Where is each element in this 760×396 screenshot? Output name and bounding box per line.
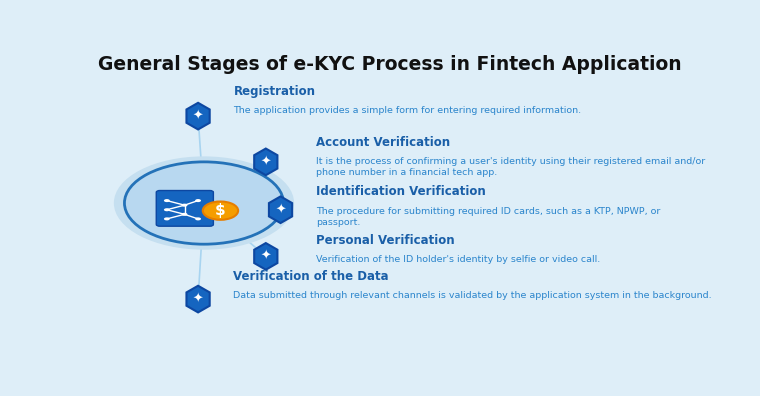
Circle shape	[182, 213, 188, 216]
Circle shape	[203, 202, 238, 220]
Circle shape	[195, 199, 201, 202]
Text: Data submitted through relevant channels is validated by the application system : Data submitted through relevant channels…	[233, 291, 712, 301]
Polygon shape	[186, 286, 210, 312]
Circle shape	[114, 156, 294, 250]
Text: Registration: Registration	[233, 85, 315, 98]
Text: ✦: ✦	[261, 155, 271, 168]
Circle shape	[182, 204, 188, 207]
Polygon shape	[186, 103, 210, 129]
Circle shape	[195, 217, 201, 221]
Polygon shape	[254, 243, 277, 270]
Polygon shape	[269, 196, 292, 223]
Text: General Stages of e-KYC Process in Fintech Application: General Stages of e-KYC Process in Finte…	[98, 55, 681, 74]
Text: ✦: ✦	[193, 110, 204, 123]
Circle shape	[164, 199, 169, 202]
Circle shape	[164, 217, 169, 221]
Text: The application provides a simple form for entering required information.: The application provides a simple form f…	[233, 106, 581, 115]
Text: $: $	[215, 203, 226, 218]
Text: ✦: ✦	[193, 293, 204, 306]
Text: ✦: ✦	[261, 250, 271, 263]
Text: Identification Verification: Identification Verification	[316, 185, 486, 198]
Text: Verification of the ID holder's identity by selfie or video call.: Verification of the ID holder's identity…	[316, 255, 600, 265]
Text: ✦: ✦	[275, 203, 286, 216]
Text: Verification of the Data: Verification of the Data	[233, 270, 389, 283]
Text: The procedure for submitting required ID cards, such as a KTP, NPWP, or
passport: The procedure for submitting required ID…	[316, 207, 660, 227]
FancyBboxPatch shape	[157, 190, 214, 226]
Polygon shape	[254, 148, 277, 175]
Text: It is the process of confirming a user's identity using their registered email a: It is the process of confirming a user's…	[316, 157, 705, 177]
Circle shape	[125, 162, 283, 244]
Text: Personal Verification: Personal Verification	[316, 234, 454, 247]
Text: Account Verification: Account Verification	[316, 136, 450, 149]
Circle shape	[164, 208, 169, 211]
